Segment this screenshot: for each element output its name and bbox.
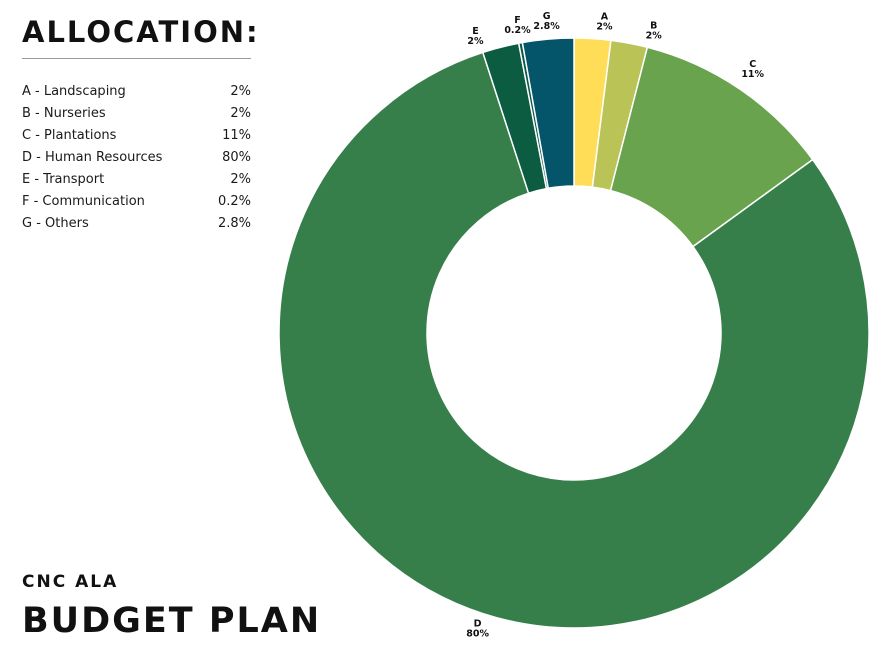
allocation-heading: ALLOCATION: (22, 15, 260, 49)
legend-item-label: C - Plantations (22, 127, 117, 143)
heading-divider (22, 58, 251, 59)
legend-item-value: 2.8% (217, 215, 251, 231)
slice-label-b: B 2% (646, 20, 663, 41)
legend-item-value: 0.2% (217, 193, 251, 209)
slice-label-category: A (601, 12, 609, 23)
slice-label-f: F 0.2% (504, 15, 531, 36)
slice-label-value: 2% (596, 22, 613, 33)
legend-item-label: F - Communication (22, 193, 145, 209)
legend-item-value: 11% (222, 127, 251, 143)
legend-item-label: B - Nurseries (22, 105, 106, 121)
legend-item-e: E - Transport 2% (22, 168, 251, 190)
legend-item-value: 2% (230, 171, 251, 187)
legend-item-g: G - Others 2.8% (22, 212, 251, 234)
slice-label-category: B (650, 20, 657, 31)
slice-label-d: D 80% (466, 619, 489, 640)
slice-label-value: 80% (466, 629, 489, 640)
slice-label-value: 2% (467, 36, 484, 47)
slice-label-value: 2.8% (533, 21, 560, 32)
slice-label-value: 0.2% (504, 25, 531, 36)
slice-label-c: C 11% (741, 59, 764, 80)
legend-item-b: B - Nurseries 2% (22, 102, 251, 124)
slice-label-value: 11% (741, 69, 764, 80)
slice-label-category: C (749, 59, 756, 70)
slice-label-e: E 2% (467, 26, 484, 47)
legend-item-a: A - Landscaping 2% (22, 80, 251, 102)
allocation-legend: A - Landscaping 2% B - Nurseries 2% C - … (22, 80, 251, 234)
donut-slice-g (521, 37, 575, 190)
legend-item-f: F - Communication 0.2% (22, 190, 251, 212)
legend-item-value: 80% (222, 149, 251, 165)
legend-item-label: A - Landscaping (22, 83, 126, 99)
legend-item-label: G - Others (22, 215, 89, 231)
legend-item-d: D - Human Resources 80% (22, 146, 251, 168)
slice-label-value: 2% (646, 30, 663, 41)
report-subtitle: CNC ALA (22, 572, 119, 592)
slice-label-a: A 2% (596, 12, 613, 33)
slice-label-g: G 2.8% (533, 11, 560, 32)
legend-item-c: C - Plantations 11% (22, 124, 251, 146)
slice-label-category: E (472, 26, 479, 37)
donut-slice-labels: A 2% B 2%C 11%D 80%E 2%F 0.2%G 2.8% (466, 11, 764, 640)
donut-slice-d (278, 51, 870, 629)
legend-item-value: 2% (230, 105, 251, 121)
slice-label-category: F (514, 15, 521, 26)
slice-label-category: G (543, 11, 551, 22)
legend-item-label: D - Human Resources (22, 149, 163, 165)
legend-item-value: 2% (230, 83, 251, 99)
donut-slices (278, 37, 870, 629)
report-title: BUDGET PLAN (22, 601, 322, 641)
legend-item-label: E - Transport (22, 171, 105, 187)
slice-label-category: D (474, 619, 482, 630)
